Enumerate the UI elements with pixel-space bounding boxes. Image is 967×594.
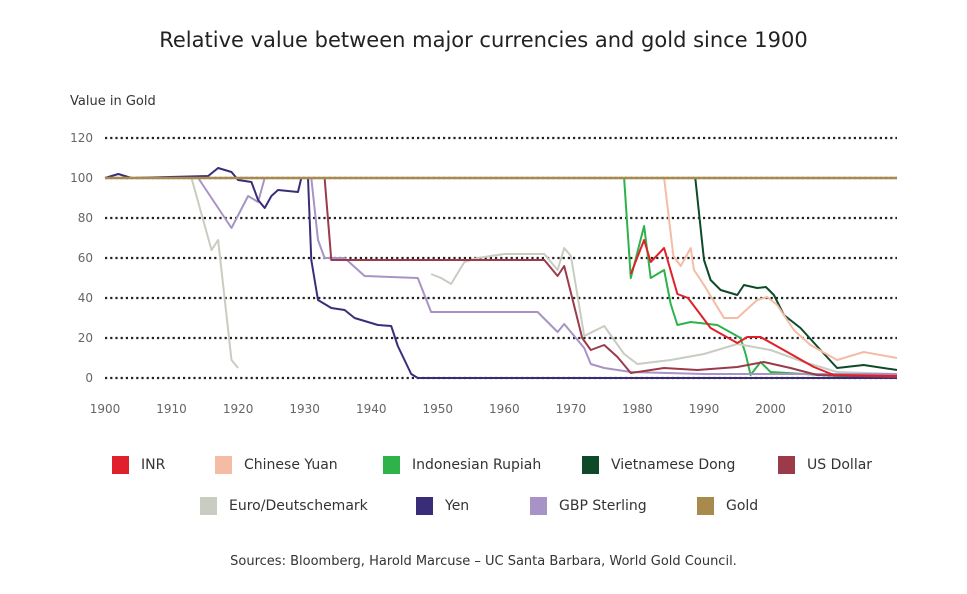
series-line-vietnamese-dong bbox=[544, 177, 898, 371]
legend-swatch bbox=[416, 497, 433, 515]
legend-label: Euro/Deutschemark bbox=[229, 498, 368, 514]
series-line-indonesian-rupiah bbox=[105, 177, 897, 377]
y-tick-label: 0 bbox=[85, 371, 93, 385]
legend-label: Chinese Yuan bbox=[244, 457, 338, 473]
legend-item: Indonesian Rupiah bbox=[383, 456, 541, 474]
y-tick-label: 100 bbox=[70, 171, 93, 185]
x-tick-label: 1970 bbox=[556, 402, 587, 416]
legend-item: INR bbox=[112, 456, 165, 474]
x-tick-label: 1950 bbox=[422, 402, 453, 416]
legend-item: US Dollar bbox=[778, 456, 872, 474]
legend-item: Gold bbox=[697, 497, 758, 515]
legend-label: US Dollar bbox=[807, 457, 873, 473]
legend-label: Gold bbox=[726, 498, 759, 514]
legend-label: Yen bbox=[445, 498, 470, 514]
legend-label: INR bbox=[141, 457, 166, 473]
series-line-gbp-sterling bbox=[105, 177, 897, 375]
legend-swatch bbox=[112, 456, 129, 474]
x-tick-label: 1940 bbox=[356, 402, 387, 416]
y-tick-label: 120 bbox=[70, 131, 93, 145]
y-axis-label: Value in Gold bbox=[70, 94, 156, 109]
legend-item: Vietnamese Dong bbox=[582, 456, 735, 474]
series-line-us-dollar bbox=[105, 177, 898, 378]
chart-title: Relative value between major currencies … bbox=[159, 28, 808, 52]
legend-swatch bbox=[778, 456, 795, 474]
legend-item: Euro/Deutschemark bbox=[200, 497, 368, 515]
x-tick-label: 1980 bbox=[622, 402, 653, 416]
x-tick-label: 1930 bbox=[289, 402, 320, 416]
y-tick-label: 20 bbox=[78, 331, 93, 345]
x-tick-label: 2000 bbox=[755, 402, 786, 416]
y-tick-label: 60 bbox=[78, 251, 93, 265]
legend-item: Chinese Yuan bbox=[215, 456, 338, 474]
legend-swatch bbox=[530, 497, 547, 515]
y-tick-label: 40 bbox=[78, 291, 93, 305]
legend-label: Vietnamese Dong bbox=[611, 457, 736, 473]
legend-label: GBP Sterling bbox=[559, 498, 647, 514]
x-tick-label: 1920 bbox=[223, 402, 254, 416]
legend-label: Indonesian Rupiah bbox=[412, 457, 542, 473]
x-tick-label: 1990 bbox=[689, 402, 720, 416]
x-tick-label: 2010 bbox=[822, 402, 853, 416]
series-line-chinese-yuan bbox=[663, 177, 898, 361]
x-tick-label: 1910 bbox=[156, 402, 187, 416]
legend-swatch bbox=[215, 456, 232, 474]
legend-swatch bbox=[383, 456, 400, 474]
legend-item: Yen bbox=[416, 497, 469, 515]
x-tick-label: 1900 bbox=[90, 402, 121, 416]
legend-swatch bbox=[200, 497, 217, 515]
legend-swatch bbox=[697, 497, 714, 515]
source-note: Sources: Bloomberg, Harold Marcuse – UC … bbox=[230, 554, 737, 569]
x-tick-label: 1960 bbox=[489, 402, 520, 416]
series-line-inr bbox=[629, 239, 898, 377]
y-tick-label: 80 bbox=[78, 211, 93, 225]
legend-swatch bbox=[582, 456, 599, 474]
legend-item: GBP Sterling bbox=[530, 497, 647, 515]
